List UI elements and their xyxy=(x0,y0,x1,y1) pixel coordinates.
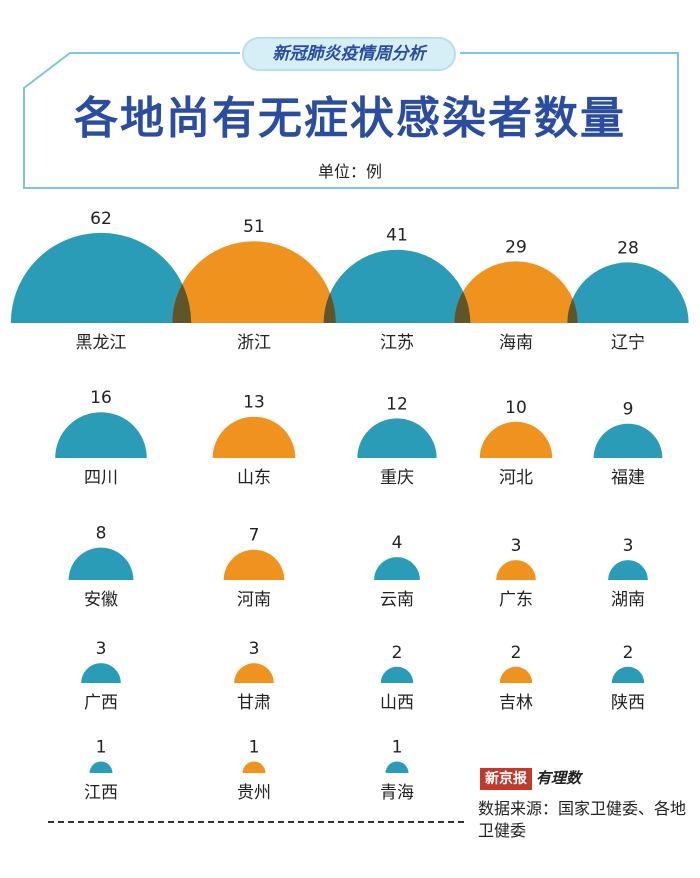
category-label: 吉林 xyxy=(499,693,533,713)
category-label: 广西 xyxy=(84,693,118,713)
semicircle-bar xyxy=(89,761,113,773)
semicircle-bar xyxy=(55,412,147,458)
semicircle-bar xyxy=(380,666,414,683)
semicircle-bar xyxy=(454,261,578,323)
semicircle-bar xyxy=(242,761,266,773)
value-label: 2 xyxy=(623,643,634,663)
semicircle-bar xyxy=(611,666,645,683)
value-label: 3 xyxy=(96,639,107,659)
page-title: 各地尚有无症状感染者数量 xyxy=(74,93,626,144)
section-badge: 新冠肺炎疫情周分析 xyxy=(242,37,456,71)
logo-paper: 新京报 xyxy=(480,768,532,790)
semicircle-bar xyxy=(357,418,437,458)
semicircle-bar xyxy=(323,249,471,323)
semicircle-bar xyxy=(212,416,296,458)
value-label: 1 xyxy=(96,738,107,758)
value-label: 4 xyxy=(392,533,403,553)
category-label: 江西 xyxy=(84,783,118,803)
value-label: 1 xyxy=(392,738,403,758)
value-label: 1 xyxy=(249,738,260,758)
data-source: 数据来源：国家卫健委、各地卫健委 xyxy=(478,799,687,840)
value-label: 3 xyxy=(623,536,634,556)
value-label: 8 xyxy=(96,524,107,544)
value-label: 2 xyxy=(511,643,522,663)
value-label: 7 xyxy=(249,526,260,546)
category-label: 黑龙江 xyxy=(76,333,127,353)
semicircle-bar xyxy=(172,241,336,323)
value-label: 12 xyxy=(386,394,408,414)
category-label: 重庆 xyxy=(380,468,414,488)
category-label: 辽宁 xyxy=(611,333,645,353)
value-label: 28 xyxy=(617,238,639,258)
semicircle-bar xyxy=(234,663,274,683)
category-label: 云南 xyxy=(380,590,414,610)
footer-divider xyxy=(48,821,464,823)
semicircle-bar xyxy=(68,547,134,580)
value-label: 51 xyxy=(243,217,265,237)
category-label: 陕西 xyxy=(611,693,645,713)
semicircle-bar xyxy=(385,761,409,773)
category-label: 广东 xyxy=(499,590,533,610)
value-label: 2 xyxy=(392,643,403,663)
semicircle-bar xyxy=(223,549,285,580)
value-label: 16 xyxy=(90,388,112,408)
category-label: 甘肃 xyxy=(237,693,271,713)
value-label: 13 xyxy=(243,393,265,413)
value-label: 10 xyxy=(505,398,527,418)
category-label: 河北 xyxy=(499,468,533,488)
semicircle-bar xyxy=(499,666,533,683)
category-label: 河南 xyxy=(237,590,271,610)
value-label: 3 xyxy=(249,639,260,659)
category-label: 四川 xyxy=(84,468,118,488)
category-label: 青海 xyxy=(380,783,414,803)
value-label: 9 xyxy=(623,400,634,420)
logo-brand: 有理数 xyxy=(536,769,582,787)
value-label: 3 xyxy=(511,536,522,556)
semicircle-bar xyxy=(567,262,689,323)
semicircle-bar xyxy=(374,557,420,580)
semicircle-bar xyxy=(81,663,121,683)
category-label: 福建 xyxy=(611,468,645,488)
category-label: 山东 xyxy=(237,468,271,488)
unit-label: 单位：例 xyxy=(317,162,382,181)
publisher-logo: 新京报 有理数 xyxy=(480,767,582,790)
category-label: 山西 xyxy=(380,693,414,713)
category-label: 江苏 xyxy=(380,333,414,353)
semicircle-bar xyxy=(10,232,192,323)
semicircle-bar xyxy=(479,421,553,458)
category-label: 海南 xyxy=(499,333,533,353)
semicircle-bar xyxy=(593,423,663,458)
value-label: 41 xyxy=(386,226,408,246)
category-label: 安徽 xyxy=(84,590,118,610)
category-label: 湖南 xyxy=(611,590,645,610)
value-label: 29 xyxy=(505,237,527,257)
category-label: 贵州 xyxy=(237,783,271,803)
title-frame xyxy=(23,52,679,189)
value-label: 62 xyxy=(90,209,112,229)
semicircle-bar xyxy=(608,560,648,580)
category-label: 浙江 xyxy=(237,333,271,353)
semicircle-bar xyxy=(496,560,536,580)
